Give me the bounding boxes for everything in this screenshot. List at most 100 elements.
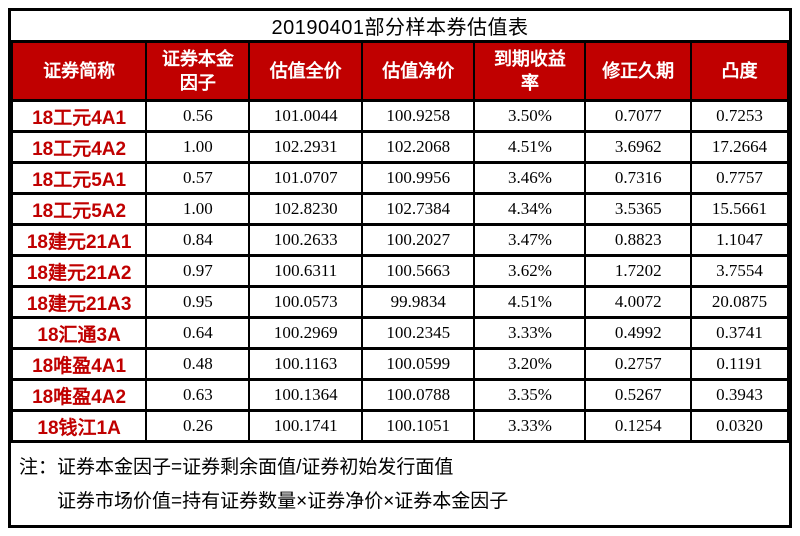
convexity-cell: 0.3943 bbox=[689, 378, 790, 412]
header-net-price: 估值净价 bbox=[360, 40, 476, 102]
duration-cell: 0.1254 bbox=[584, 409, 692, 443]
valuation-table: 证券简称 证券本金 因子 估值全价 估值净价 到期收益 率 修正久期 凸度 18… bbox=[10, 40, 790, 443]
full-price-cell: 100.1163 bbox=[248, 347, 363, 381]
security-name-cell: 18唯盈4A2 bbox=[10, 378, 148, 412]
ytm-cell: 3.20% bbox=[473, 347, 587, 381]
valuation-table-container: 20190401部分样本券估值表 证券简称 证券本金 因子 估值全价 估值净价 … bbox=[8, 8, 792, 528]
net-price-cell: 100.5663 bbox=[360, 254, 476, 288]
ytm-cell: 4.51% bbox=[473, 130, 587, 164]
table-row: 18建元21A3 0.95 100.0573 99.9834 4.51% 4.0… bbox=[10, 285, 790, 319]
convexity-cell: 3.7554 bbox=[689, 254, 790, 288]
duration-cell: 1.7202 bbox=[584, 254, 692, 288]
duration-cell: 0.4992 bbox=[584, 316, 692, 350]
full-price-cell: 100.6311 bbox=[248, 254, 363, 288]
security-name-cell: 18建元21A3 bbox=[10, 285, 148, 319]
principal-factor-cell: 0.26 bbox=[145, 409, 251, 443]
header-ytm: 到期收益 率 bbox=[473, 40, 587, 102]
principal-factor-cell: 0.95 bbox=[145, 285, 251, 319]
net-price-cell: 100.9258 bbox=[360, 99, 476, 133]
full-price-cell: 100.1364 bbox=[248, 378, 363, 412]
security-name-cell: 18工元5A1 bbox=[10, 161, 148, 195]
duration-cell: 0.5267 bbox=[584, 378, 692, 412]
principal-factor-cell: 0.64 bbox=[145, 316, 251, 350]
full-price-cell: 100.0573 bbox=[248, 285, 363, 319]
footnote-line-2: 证券市场价值=持有证券数量×证券净价×证券本金因子 bbox=[57, 491, 509, 512]
full-price-cell: 100.2969 bbox=[248, 316, 363, 350]
table-row: 18建元21A1 0.84 100.2633 100.2027 3.47% 0.… bbox=[10, 223, 790, 257]
table-row: 18唯盈4A2 0.63 100.1364 100.0788 3.35% 0.5… bbox=[10, 378, 790, 412]
full-price-cell: 102.2931 bbox=[248, 130, 363, 164]
principal-factor-cell: 0.56 bbox=[145, 99, 251, 133]
table-row: 18工元5A2 1.00 102.8230 102.7384 4.34% 3.5… bbox=[10, 192, 790, 226]
security-name-cell: 18汇通3A bbox=[10, 316, 148, 350]
full-price-cell: 102.8230 bbox=[248, 192, 363, 226]
security-name-cell: 18钱江1A bbox=[10, 409, 148, 443]
security-name-cell: 18唯盈4A1 bbox=[10, 347, 148, 381]
principal-factor-cell: 0.48 bbox=[145, 347, 251, 381]
net-price-cell: 99.9834 bbox=[360, 285, 476, 319]
convexity-cell: 0.7253 bbox=[689, 99, 790, 133]
net-price-cell: 100.2027 bbox=[360, 223, 476, 257]
ytm-cell: 4.51% bbox=[473, 285, 587, 319]
convexity-cell: 0.3741 bbox=[689, 316, 790, 350]
principal-factor-cell: 0.57 bbox=[145, 161, 251, 195]
net-price-cell: 100.2345 bbox=[360, 316, 476, 350]
table-row: 18汇通3A 0.64 100.2969 100.2345 3.33% 0.49… bbox=[10, 316, 790, 350]
table-row: 18建元21A2 0.97 100.6311 100.5663 3.62% 1.… bbox=[10, 254, 790, 288]
net-price-cell: 100.1051 bbox=[360, 409, 476, 443]
table-title: 20190401部分样本券估值表 bbox=[271, 17, 529, 39]
header-modified-duration: 修正久期 bbox=[584, 40, 692, 102]
header-full-price: 估值全价 bbox=[248, 40, 363, 102]
footnote-block: 注：证券本金因子=证券剩余面值/证券初始发行面值 证券市场价值=持有证券数量×证… bbox=[11, 443, 789, 525]
ytm-cell: 3.46% bbox=[473, 161, 587, 195]
principal-factor-cell: 1.00 bbox=[145, 192, 251, 226]
header-security-name: 证券简称 bbox=[10, 40, 148, 102]
net-price-cell: 102.2068 bbox=[360, 130, 476, 164]
duration-cell: 3.6962 bbox=[584, 130, 692, 164]
convexity-cell: 17.2664 bbox=[689, 130, 790, 164]
ytm-cell: 3.35% bbox=[473, 378, 587, 412]
convexity-cell: 0.0320 bbox=[689, 409, 790, 443]
full-price-cell: 100.1741 bbox=[248, 409, 363, 443]
net-price-cell: 100.9956 bbox=[360, 161, 476, 195]
convexity-cell: 15.5661 bbox=[689, 192, 790, 226]
table-row: 18钱江1A 0.26 100.1741 100.1051 3.33% 0.12… bbox=[10, 409, 790, 443]
ytm-cell: 3.47% bbox=[473, 223, 587, 257]
table-row: 18唯盈4A1 0.48 100.1163 100.0599 3.20% 0.2… bbox=[10, 347, 790, 381]
convexity-cell: 20.0875 bbox=[689, 285, 790, 319]
header-row: 证券简称 证券本金 因子 估值全价 估值净价 到期收益 率 修正久期 凸度 bbox=[10, 40, 790, 102]
duration-cell: 0.2757 bbox=[584, 347, 692, 381]
ytm-cell: 4.34% bbox=[473, 192, 587, 226]
full-price-cell: 101.0044 bbox=[248, 99, 363, 133]
duration-cell: 3.5365 bbox=[584, 192, 692, 226]
table-row: 18工元4A1 0.56 101.0044 100.9258 3.50% 0.7… bbox=[10, 99, 790, 133]
convexity-cell: 1.1047 bbox=[689, 223, 790, 257]
net-price-cell: 100.0599 bbox=[360, 347, 476, 381]
principal-factor-cell: 1.00 bbox=[145, 130, 251, 164]
security-name-cell: 18工元4A1 bbox=[10, 99, 148, 133]
convexity-cell: 0.1191 bbox=[689, 347, 790, 381]
table-row: 18工元5A1 0.57 101.0707 100.9956 3.46% 0.7… bbox=[10, 161, 790, 195]
net-price-cell: 102.7384 bbox=[360, 192, 476, 226]
duration-cell: 0.8823 bbox=[584, 223, 692, 257]
security-name-cell: 18工元5A2 bbox=[10, 192, 148, 226]
duration-cell: 4.0072 bbox=[584, 285, 692, 319]
duration-cell: 0.7077 bbox=[584, 99, 692, 133]
footnote-line-1: 注：证券本金因子=证券剩余面值/证券初始发行面值 bbox=[19, 457, 454, 478]
table-row: 18工元4A2 1.00 102.2931 102.2068 4.51% 3.6… bbox=[10, 130, 790, 164]
header-convexity: 凸度 bbox=[689, 40, 790, 102]
header-principal-factor: 证券本金 因子 bbox=[145, 40, 251, 102]
principal-factor-cell: 0.63 bbox=[145, 378, 251, 412]
full-price-cell: 101.0707 bbox=[248, 161, 363, 195]
security-name-cell: 18工元4A2 bbox=[10, 130, 148, 164]
security-name-cell: 18建元21A2 bbox=[10, 254, 148, 288]
full-price-cell: 100.2633 bbox=[248, 223, 363, 257]
net-price-cell: 100.0788 bbox=[360, 378, 476, 412]
ytm-cell: 3.33% bbox=[473, 409, 587, 443]
ytm-cell: 3.33% bbox=[473, 316, 587, 350]
ytm-cell: 3.62% bbox=[473, 254, 587, 288]
ytm-cell: 3.50% bbox=[473, 99, 587, 133]
security-name-cell: 18建元21A1 bbox=[10, 223, 148, 257]
principal-factor-cell: 0.84 bbox=[145, 223, 251, 257]
